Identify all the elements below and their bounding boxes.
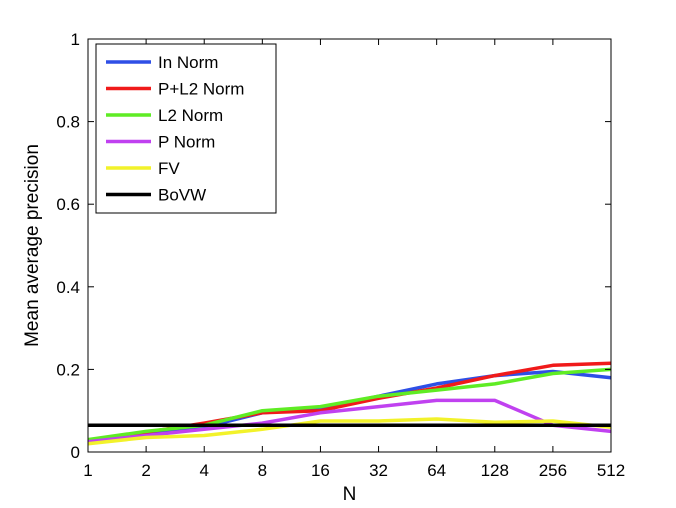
y-tick-label: 0.6 <box>56 195 80 214</box>
x-tick-label: 512 <box>597 461 625 480</box>
x-tick-label: 16 <box>311 461 330 480</box>
y-tick-label: 0 <box>71 443 80 462</box>
legend-label: FV <box>158 159 180 178</box>
x-tick-label: 1 <box>83 461 92 480</box>
legend-label: P Norm <box>158 133 215 152</box>
series-line-fv <box>87 417 612 446</box>
legend-label: L2 Norm <box>158 106 223 125</box>
legend-label: BoVW <box>158 186 206 205</box>
y-tick-label: 0.2 <box>56 360 80 379</box>
plot-frame <box>87 38 612 453</box>
y-axis-label: Mean average precision <box>22 144 43 347</box>
x-axis-label: N <box>343 484 357 505</box>
x-tick-label: 4 <box>199 461 208 480</box>
x-tick-label: 256 <box>539 461 567 480</box>
y-tick-label: 1 <box>71 30 80 49</box>
series-layer <box>87 361 612 446</box>
series-line-l2-norm <box>87 367 612 442</box>
tick-layer: 1 2 4 8 16 32 64 128 256 512 0 0.2 0.4 0.6 0.8 1 <box>56 30 625 480</box>
x-tick-label: 128 <box>481 461 509 480</box>
legend: In Norm P+L2 Norm L2 Norm P Norm FV BoVW <box>95 43 277 214</box>
legend-box <box>95 43 277 214</box>
legend-label: P+L2 Norm <box>158 80 244 99</box>
y-tick-label: 0.4 <box>56 278 80 297</box>
x-tick-label: 8 <box>258 461 267 480</box>
series-line-p-norm <box>87 398 612 444</box>
legend-label: In Norm <box>158 53 218 72</box>
y-tick-label: 0.8 <box>56 113 80 132</box>
x-tick-label: 2 <box>141 461 150 480</box>
x-tick-label: 64 <box>427 461 446 480</box>
x-tick-label: 32 <box>369 461 388 480</box>
